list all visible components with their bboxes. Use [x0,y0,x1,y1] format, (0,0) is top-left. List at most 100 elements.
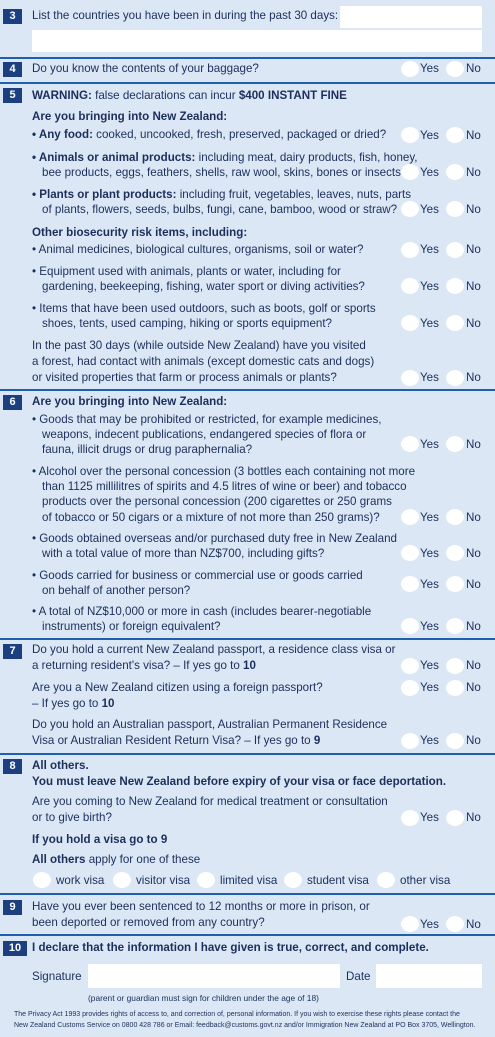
business-yes-checkbox[interactable] [401,576,419,592]
yes-label: Yes [420,203,439,216]
no-label: No [466,371,481,384]
food-label: • Any food: [32,128,93,141]
business-line2: on behalf of another person? [42,584,191,597]
aus-passport-line1: Do you hold an Australian passport, Aust… [32,718,388,731]
divider [0,934,495,936]
medical-yes-checkbox[interactable] [401,810,419,826]
alcohol-yes-checkbox[interactable] [401,509,419,525]
nz-citizen-text: – If yes go to [32,697,102,710]
section-number-10: 10 [3,941,27,956]
outdoor-question-line2: shoes, tents, used camping, hiking or sp… [42,317,333,330]
equipment-yes-checkbox[interactable] [401,278,419,294]
countries-field-1[interactable] [340,6,482,28]
baggage-question: Do you know the contents of your baggage… [32,62,259,75]
outdoor-yes-checkbox[interactable] [401,315,419,331]
food-yes-checkbox[interactable] [401,127,419,143]
yes-label: Yes [420,918,439,931]
no-label: No [466,734,481,747]
plants-yes-checkbox[interactable] [401,201,419,217]
medical-no-checkbox[interactable] [446,810,464,826]
yes-label: Yes [420,620,439,633]
nz-citizen-yes-checkbox[interactable] [401,680,419,696]
equipment-no-checkbox[interactable] [446,278,464,294]
outdoor-question-line1: • Items that have been used outdoors, su… [32,302,376,315]
other-visa-checkbox[interactable] [377,872,395,888]
prison-no-checkbox[interactable] [446,916,464,932]
prohibited-goods-line3: fauna, illicit drugs or drug paraphernal… [42,443,253,456]
cash-no-checkbox[interactable] [446,618,464,634]
prohibited-goods-line2: weapons, indecent publications, endanger… [42,428,367,441]
signature-label: Signature [32,970,82,983]
date-field[interactable] [376,964,482,988]
visa-goto-line: If you hold a visa go to 9 [32,833,168,846]
yes-label: Yes [420,62,439,75]
aus-passport-text: Visa or Australian Resident Return Visa?… [32,734,314,747]
past30-no-checkbox[interactable] [446,370,464,386]
no-label: No [466,811,481,824]
divider [0,82,495,84]
baggage-yes-checkbox[interactable] [401,61,419,77]
aus-passport-goto: 9 [313,734,321,747]
plants-question-line2: of plants, flowers, seeds, bulbs, fungi,… [42,203,398,216]
dutyfree-no-checkbox[interactable] [446,545,464,561]
student-visa-label: student visa [307,874,369,887]
divider [0,638,495,640]
alcohol-line3: products over the personal concession (2… [42,495,392,508]
no-label: No [466,203,481,216]
nz-passport-line1: Do you hold a current New Zealand passpo… [32,643,396,656]
past30-yes-checkbox[interactable] [401,370,419,386]
no-label: No [466,511,481,524]
section-number-4: 4 [3,62,22,77]
aus-passport-yes-checkbox[interactable] [401,733,419,749]
yes-label: Yes [420,659,439,672]
animals-question-line2: bee products, eggs, feathers, shells, ra… [42,166,408,179]
equipment-question-line1: • Equipment used with animals, plants or… [32,265,341,278]
animals-no-checkbox[interactable] [446,164,464,180]
nz-citizen-no-checkbox[interactable] [446,680,464,696]
outdoor-no-checkbox[interactable] [446,315,464,331]
limited-visa-label: limited visa [220,874,278,887]
warning-fine: $400 INSTANT FINE [238,89,347,102]
signature-field[interactable] [88,964,340,988]
no-label: No [466,620,481,633]
nz-passport-no-checkbox[interactable] [446,658,464,674]
baggage-no-checkbox[interactable] [446,61,464,77]
aus-passport-no-checkbox[interactable] [446,733,464,749]
medicines-yes-checkbox[interactable] [401,242,419,258]
no-label: No [466,62,481,75]
cash-yes-checkbox[interactable] [401,618,419,634]
animals-text: including meat, dairy products, fish, ho… [195,151,418,164]
prison-yes-checkbox[interactable] [401,916,419,932]
no-label: No [466,243,481,256]
yes-label: Yes [420,129,439,142]
other-visa-label: other visa [400,874,451,887]
medicines-question: • Animal medicines, biological cultures,… [32,243,364,256]
plants-no-checkbox[interactable] [446,201,464,217]
student-visa-checkbox[interactable] [284,872,302,888]
all-others-heading: All others. [32,759,89,772]
work-visa-checkbox[interactable] [33,872,51,888]
yes-label: Yes [420,166,439,179]
visitor-visa-checkbox[interactable] [113,872,131,888]
food-no-checkbox[interactable] [446,127,464,143]
guardian-note: (parent or guardian must sign for childr… [88,993,319,1003]
yes-label: Yes [420,438,439,451]
animals-yes-checkbox[interactable] [401,164,419,180]
countries-field-2[interactable] [32,30,482,52]
dutyfree-yes-checkbox[interactable] [401,545,419,561]
alcohol-no-checkbox[interactable] [446,509,464,525]
dutyfree-line2: with a total value of more than NZ$700, … [42,547,325,560]
medical-line1: Are you coming to New Zealand for medica… [32,795,388,808]
visitor-visa-label: visitor visa [136,874,191,887]
business-no-checkbox[interactable] [446,576,464,592]
limited-visa-checkbox[interactable] [197,872,215,888]
prohibited-no-checkbox[interactable] [446,436,464,452]
yes-label: Yes [420,317,439,330]
medicines-no-checkbox[interactable] [446,242,464,258]
apply-line: All others apply for one of these [32,853,200,867]
yes-label: Yes [420,371,439,384]
plants-label: • Plants or plant products: [32,188,177,201]
bringing-heading-6: Are you bringing into New Zealand: [32,395,228,408]
nz-passport-yes-checkbox[interactable] [401,658,419,674]
prohibited-yes-checkbox[interactable] [401,436,419,452]
